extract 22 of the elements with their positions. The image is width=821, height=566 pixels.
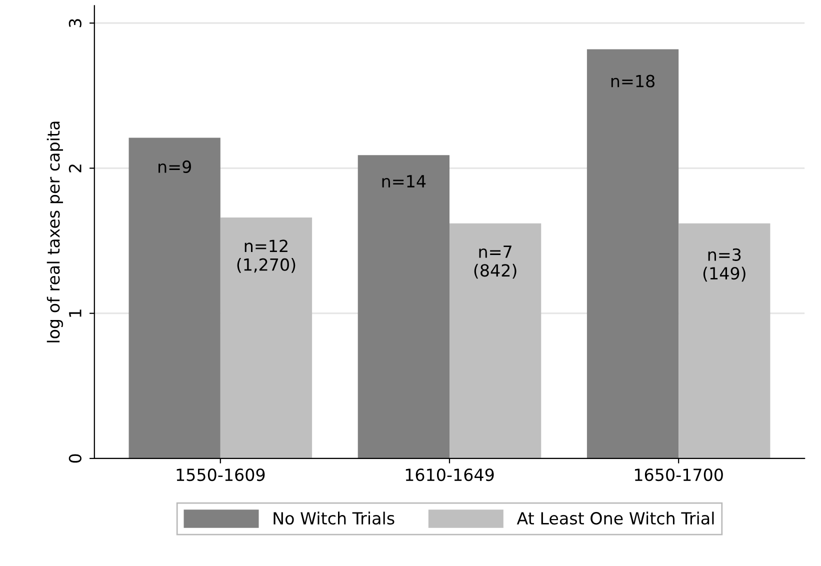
bar: [678, 223, 770, 458]
bar: [450, 223, 542, 458]
y-axis-title: log of real taxes per capita: [46, 122, 64, 342]
legend-label: At Least One Witch Trial: [516, 512, 714, 525]
annotation: n=14: [382, 175, 426, 188]
x-tick-label: 1550-1609: [176, 468, 265, 482]
annotation: n=3 (149): [703, 248, 746, 282]
annotation: n=18: [611, 74, 654, 88]
annotation: n=7 (842): [474, 246, 516, 279]
y-tick-label: 3: [68, 19, 82, 28]
annotation: n=9: [158, 160, 191, 174]
x-tick-label: 1610-1649: [406, 468, 494, 482]
bar: [586, 49, 679, 458]
y-tick-label: 1: [69, 310, 82, 317]
y-tick-label: 0: [68, 454, 82, 463]
annotation: n=12 (1,270): [237, 240, 296, 273]
y-tick-label: 2: [68, 164, 82, 172]
bar: [128, 138, 220, 458]
x-tick-label: 1650-1700: [634, 468, 723, 482]
bar: [220, 218, 312, 458]
bar: [358, 155, 450, 458]
legend-label: No Witch Trials: [274, 512, 394, 525]
